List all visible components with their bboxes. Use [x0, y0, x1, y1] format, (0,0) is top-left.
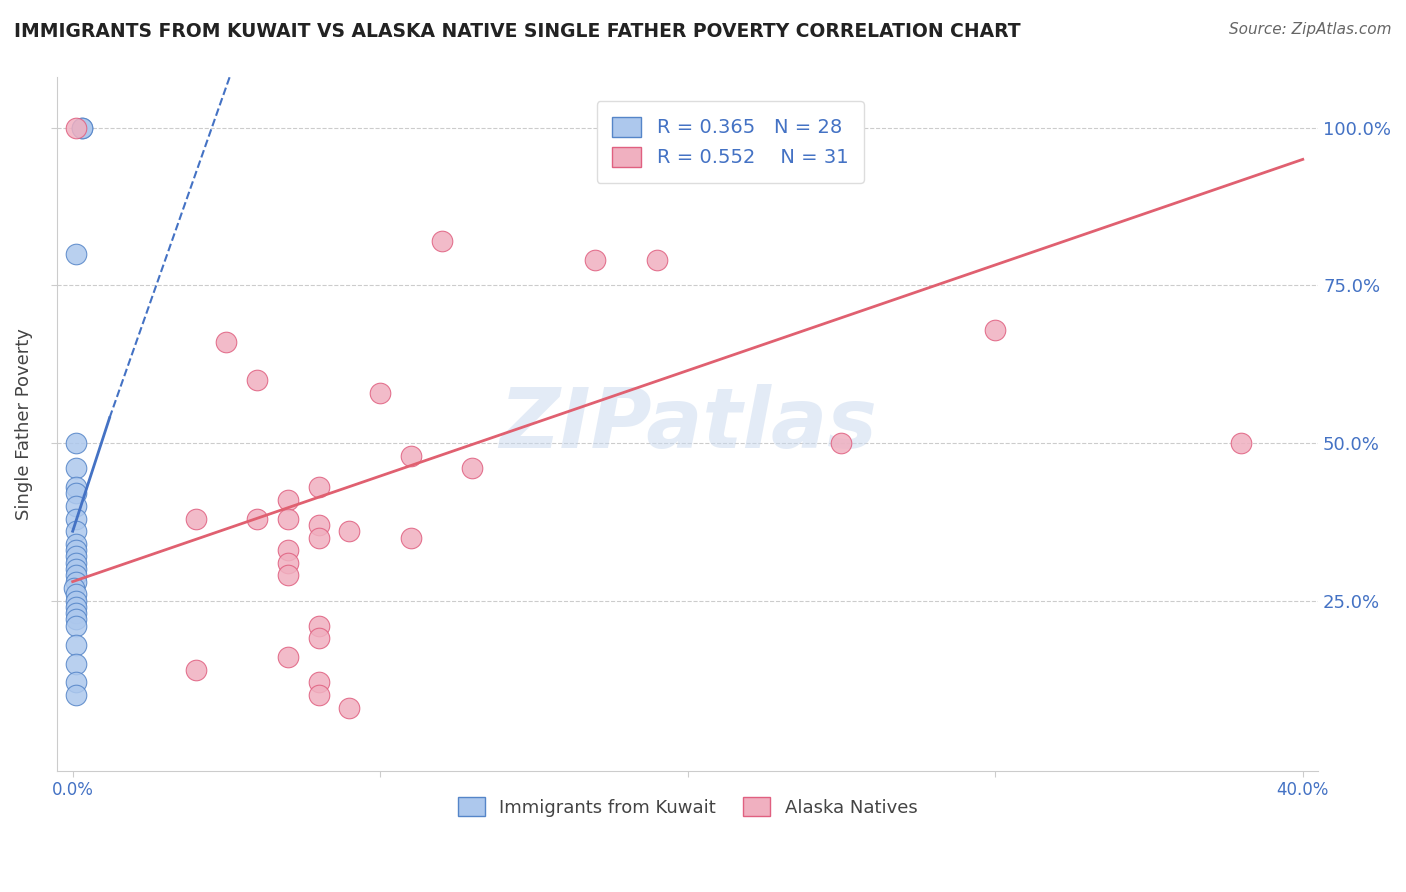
Point: [65, 568, 87, 582]
Point: [246, 373, 269, 387]
Point: [246, 511, 269, 525]
Point: [399, 531, 422, 545]
Point: [308, 675, 330, 690]
Point: [65, 587, 87, 601]
Point: [65, 511, 87, 525]
Point: [308, 688, 330, 702]
Point: [368, 385, 391, 400]
Point: [65, 499, 87, 513]
Point: [65, 537, 87, 551]
Point: [70, 120, 93, 135]
Point: [65, 436, 87, 450]
Point: [65, 120, 87, 135]
Point: [430, 235, 453, 249]
Point: [65, 599, 87, 614]
Point: [65, 556, 87, 570]
Text: IMMIGRANTS FROM KUWAIT VS ALASKA NATIVE SINGLE FATHER POVERTY CORRELATION CHART: IMMIGRANTS FROM KUWAIT VS ALASKA NATIVE …: [14, 22, 1021, 41]
Point: [585, 253, 607, 268]
Point: [645, 253, 668, 268]
Point: [461, 461, 484, 475]
Point: [308, 619, 330, 633]
Point: [308, 531, 330, 545]
Point: [65, 593, 87, 607]
Point: [65, 657, 87, 671]
Y-axis label: Single Father Poverty: Single Father Poverty: [15, 328, 32, 520]
Text: ZIPatlas: ZIPatlas: [499, 384, 877, 465]
Point: [277, 511, 299, 525]
Point: [277, 492, 299, 507]
Point: [65, 549, 87, 564]
Point: [399, 449, 422, 463]
Text: Source: ZipAtlas.com: Source: ZipAtlas.com: [1229, 22, 1392, 37]
Point: [65, 688, 87, 702]
Legend: Immigrants from Kuwait, Alaska Natives: Immigrants from Kuwait, Alaska Natives: [451, 790, 925, 824]
Point: [277, 650, 299, 665]
Point: [308, 517, 330, 532]
Point: [65, 619, 87, 633]
Point: [65, 606, 87, 620]
Point: [308, 632, 330, 646]
Point: [70, 120, 93, 135]
Point: [308, 480, 330, 494]
Point: [65, 675, 87, 690]
Point: [277, 556, 299, 570]
Point: [277, 543, 299, 558]
Point: [830, 436, 852, 450]
Point: [65, 524, 87, 539]
Point: [184, 663, 207, 677]
Point: [63, 581, 86, 595]
Point: [339, 524, 361, 539]
Point: [184, 511, 207, 525]
Point: [65, 562, 87, 576]
Point: [215, 335, 238, 350]
Point: [1230, 436, 1253, 450]
Point: [65, 461, 87, 475]
Point: [65, 486, 87, 500]
Point: [65, 480, 87, 494]
Point: [65, 247, 87, 261]
Point: [65, 612, 87, 626]
Point: [339, 700, 361, 714]
Point: [65, 543, 87, 558]
Point: [277, 568, 299, 582]
Point: [65, 638, 87, 652]
Point: [65, 574, 87, 589]
Point: [984, 322, 1007, 336]
